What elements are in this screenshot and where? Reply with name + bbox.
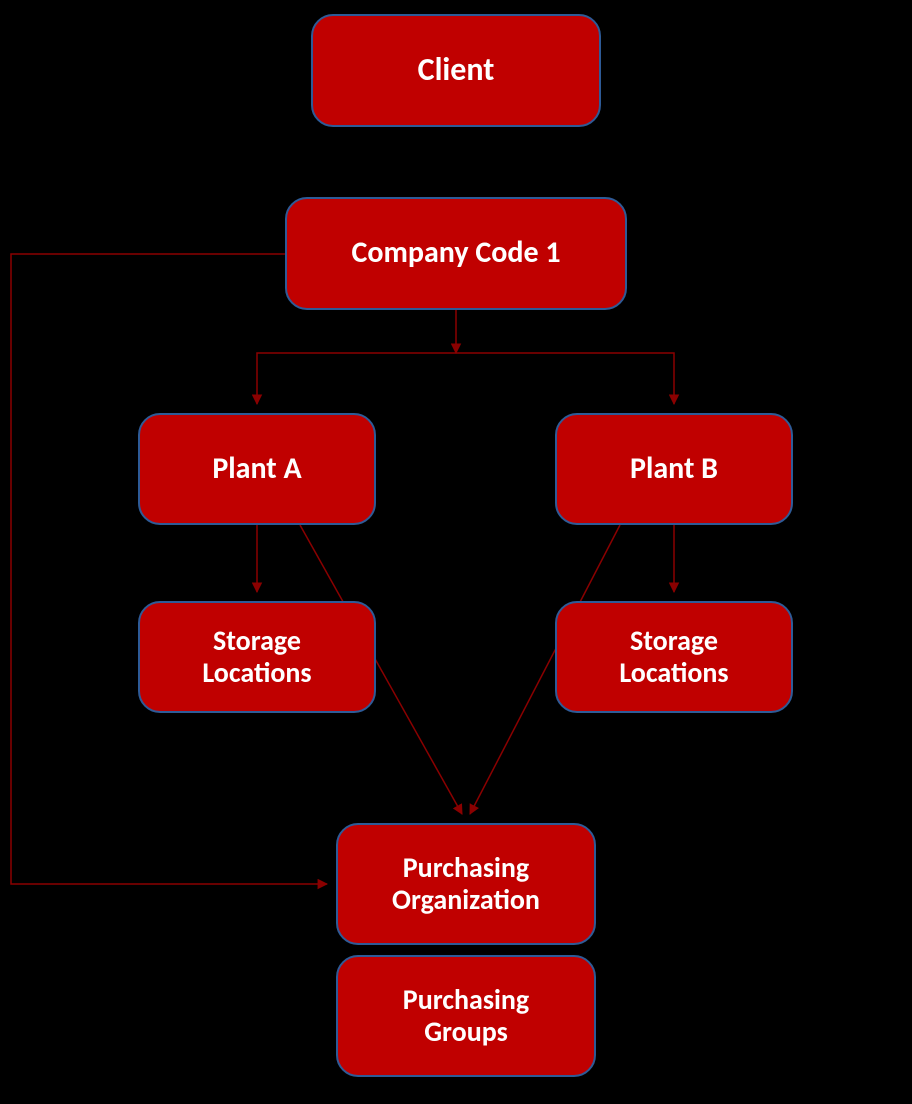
node-company: Company Code 1 xyxy=(285,197,627,310)
edge-1 xyxy=(257,353,456,404)
node-purchOrg: Purchasing Organization xyxy=(336,823,596,945)
node-purchGroups: Purchasing Groups xyxy=(336,955,596,1077)
node-plantB: Plant B xyxy=(555,413,793,525)
node-storageB: Storage Locations xyxy=(555,601,793,713)
edge-7 xyxy=(11,254,327,884)
node-storageA: Storage Locations xyxy=(138,601,376,713)
node-plantA: Plant A xyxy=(138,413,376,525)
edge-2 xyxy=(456,353,674,404)
diagram-canvas: Client Company Code 1 Plant A Plant B Storag… xyxy=(0,0,912,1104)
node-client: Client xyxy=(311,14,601,127)
